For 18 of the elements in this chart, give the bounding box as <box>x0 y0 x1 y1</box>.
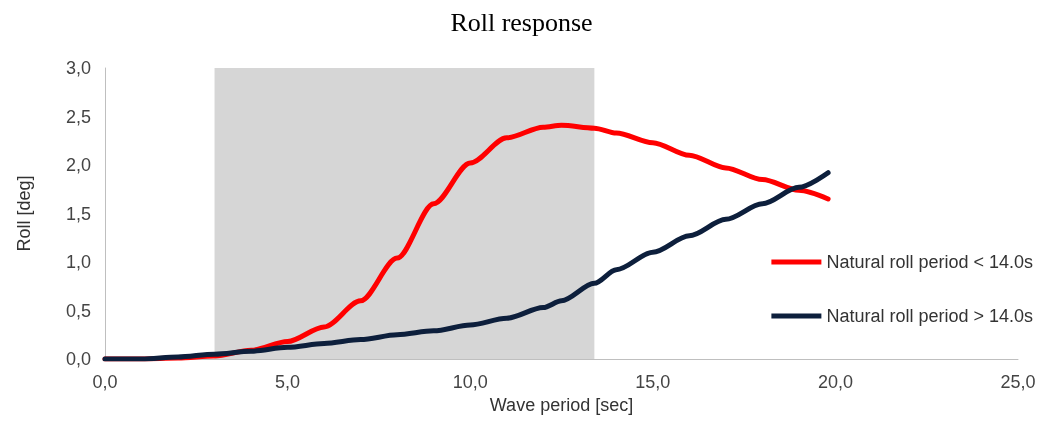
y-axis-title: Roll [deg] <box>14 175 34 252</box>
y-tick-label: 1,5 <box>65 203 91 224</box>
y-tick-label: 3,0 <box>65 58 91 78</box>
y-tick-label: 0,0 <box>65 349 91 369</box>
y-tick-label: 1,0 <box>65 252 91 272</box>
chart-title: Roll response <box>450 7 593 37</box>
x-tick-label: 5,0 <box>275 372 301 392</box>
x-tick-label: 25,0 <box>1000 372 1036 392</box>
x-tick-label: 20,0 <box>817 372 853 392</box>
x-axis-title: Wave period [sec] <box>489 394 634 415</box>
y-tick-label: 2,5 <box>65 106 91 127</box>
y-tick-label: 2,0 <box>65 155 91 175</box>
legend-label: Natural roll period < 14.0s <box>826 252 1034 272</box>
x-tick-label: 10,0 <box>452 372 488 392</box>
legend-label: Natural roll period > 14.0s <box>826 306 1034 326</box>
x-tick-label: 15,0 <box>635 372 671 392</box>
y-tick-label: 0,5 <box>65 300 91 321</box>
x-tick-label: 0,0 <box>92 372 118 392</box>
